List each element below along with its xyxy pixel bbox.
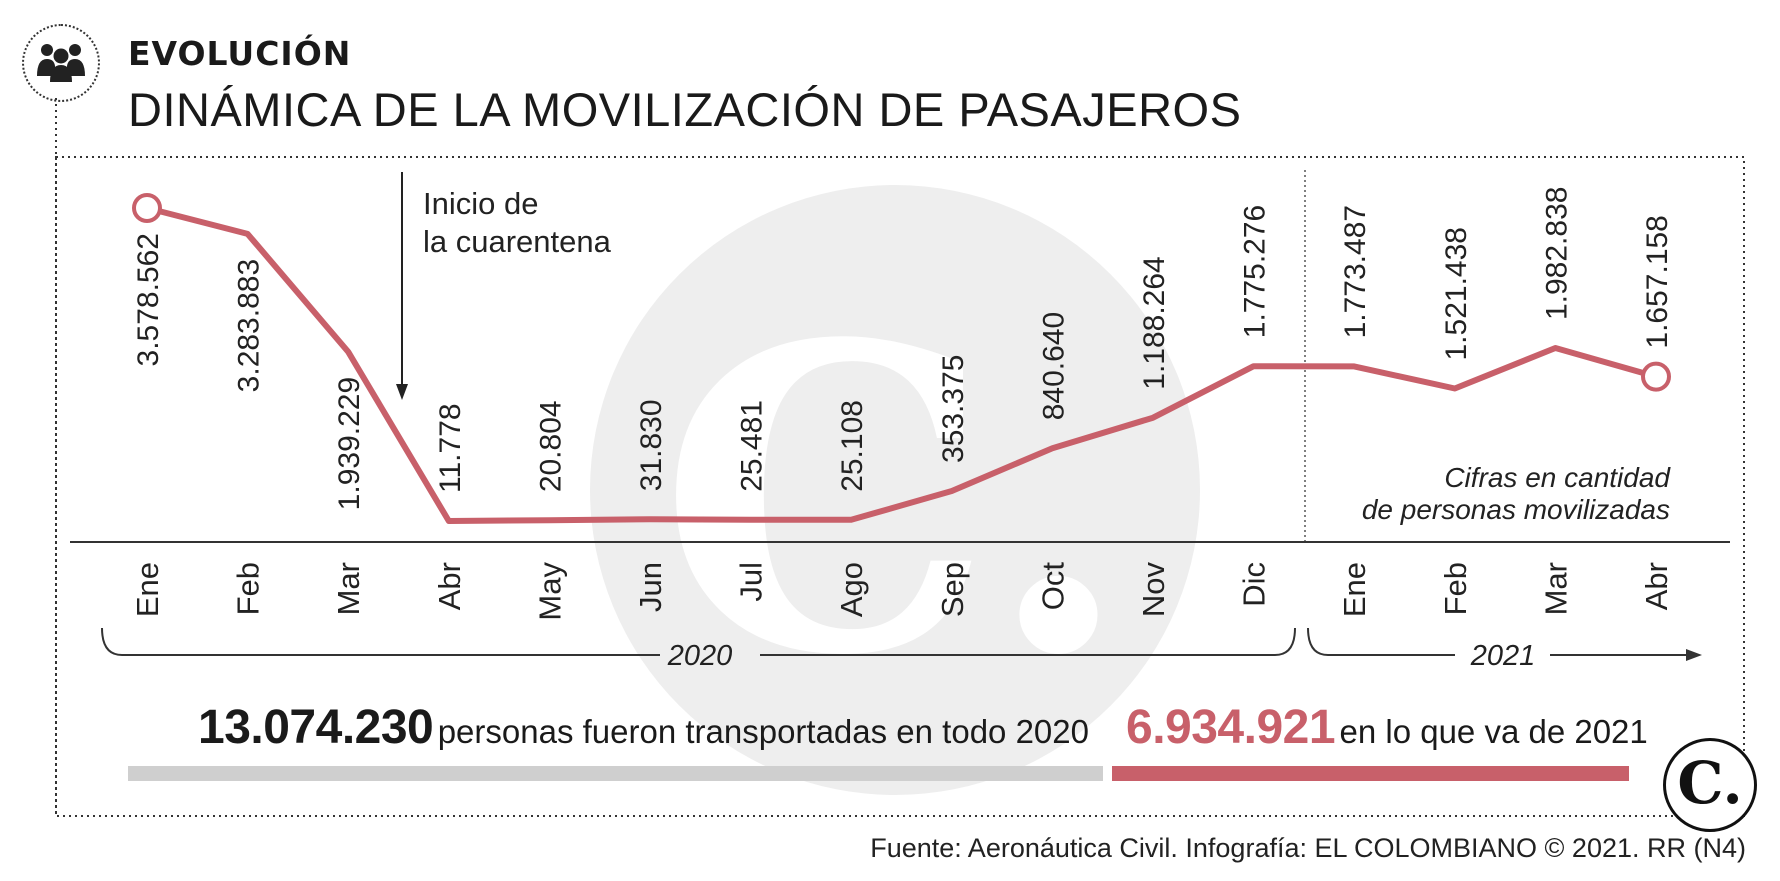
x-tick-label: Oct: [1035, 562, 1070, 611]
x-tick-label: Abr: [1639, 562, 1674, 610]
chart-frame: [55, 156, 1745, 817]
data-label: 20.804: [534, 400, 567, 492]
quarantine-arrowhead: [396, 384, 408, 400]
data-label: 1.657.158: [1641, 215, 1674, 348]
note-line-1: Cifras en cantidad: [1444, 462, 1671, 493]
bracket-2020: [101, 627, 1296, 656]
x-tick-label: Feb: [1438, 562, 1473, 615]
bracket-2021: [1307, 627, 1690, 656]
x-tick-label: Abr: [432, 562, 467, 610]
data-label: 1.939.229: [333, 377, 366, 510]
total-2020-value: 13.074.230: [198, 701, 434, 754]
data-label: 11.778: [434, 403, 467, 493]
total-2021-bar: [1112, 766, 1629, 781]
total-2021-desc: en lo que va de 2021: [1339, 713, 1648, 750]
x-tick-label: Ene: [130, 562, 165, 617]
year-label-2020: 2020: [667, 640, 733, 672]
x-tick-label: Ago: [834, 562, 869, 617]
year-label-2021: 2021: [1470, 640, 1536, 672]
data-label: 25.481: [736, 400, 769, 492]
x-tick-label: Mar: [331, 562, 366, 615]
total-2021-value: 6.934.921: [1126, 701, 1336, 754]
x-tick-label: Sep: [935, 562, 970, 617]
data-label: 1.188.264: [1138, 256, 1171, 389]
x-tick-label: Feb: [231, 562, 266, 615]
total-2021-row: 6.934.921 en lo que va de 2021: [1126, 700, 1648, 755]
x-tick-label: Jul: [734, 562, 769, 602]
annotation-line-1: Inicio de: [423, 186, 538, 221]
data-label: 3.283.883: [233, 259, 266, 392]
data-label: 353.375: [937, 355, 970, 463]
svg-text:C.: C.: [658, 255, 1131, 748]
data-label: 1.775.276: [1239, 205, 1272, 338]
page-title: DINÁMICA DE LA MOVILIZACIÓN DE PASAJEROS: [128, 83, 1242, 136]
x-tick-label: Ene: [1337, 562, 1372, 617]
data-point-marker: [1641, 361, 1671, 392]
total-2020-desc: personas fueron transportadas en todo 20…: [437, 713, 1089, 750]
x-tick-label: Nov: [1136, 562, 1171, 618]
kicker: EVOLUCIÓN: [128, 34, 352, 73]
year-2021-arrowhead: [1686, 649, 1702, 661]
data-label: 840.640: [1037, 312, 1070, 420]
annotation-line-2: la cuarentena: [423, 224, 612, 259]
data-label: 3.578.562: [132, 233, 165, 366]
series-line: [146, 205, 1657, 524]
data-label: 1.773.487: [1339, 205, 1372, 338]
data-label: 31.830: [635, 399, 668, 491]
el-colombiano-logo-icon: C.: [1663, 738, 1757, 832]
data-label: 1.521.438: [1440, 227, 1473, 360]
x-tick-label: May: [532, 562, 567, 621]
people-group-icon: [22, 24, 100, 102]
x-tick-label: Jun: [633, 562, 668, 612]
total-2020-bar: [128, 766, 1103, 781]
data-point-marker: [132, 193, 162, 223]
total-2020-row: 13.074.230 personas fueron transportadas…: [198, 700, 1089, 755]
x-tick-label: Mar: [1538, 562, 1573, 615]
source-credit: Fuente: Aeronáutica Civil. Infografía: E…: [870, 833, 1746, 863]
data-label: 25.108: [836, 400, 869, 492]
watermark: C.: [590, 185, 1200, 795]
data-label: 1.982.838: [1540, 187, 1573, 320]
note-line-2: de personas movilizadas: [1362, 494, 1670, 525]
x-tick-label: Dic: [1237, 562, 1272, 607]
